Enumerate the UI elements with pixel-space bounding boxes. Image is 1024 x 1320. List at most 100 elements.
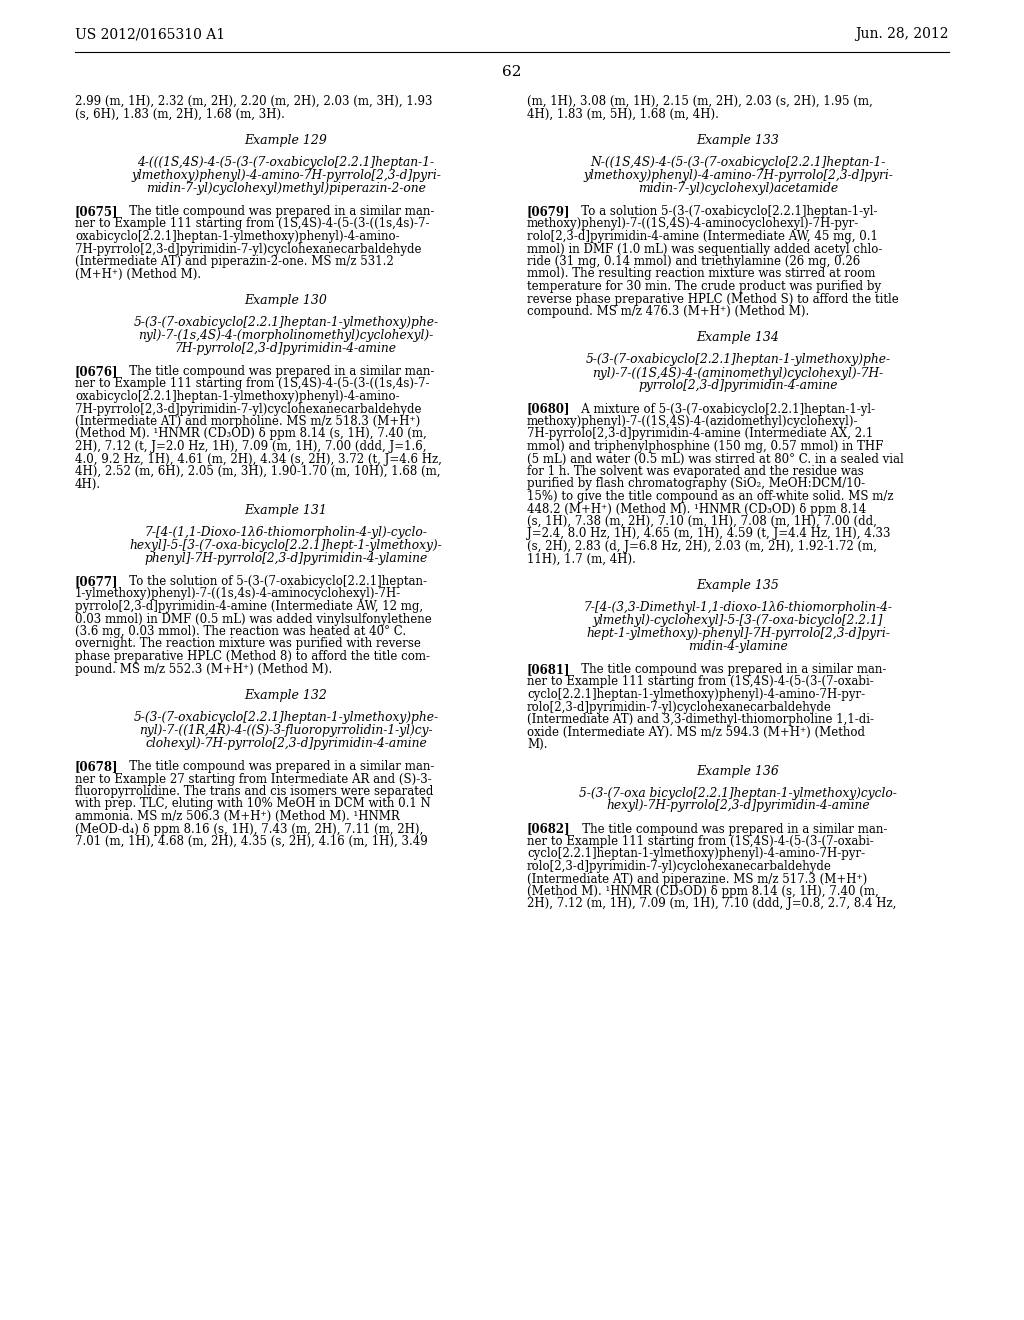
Text: mmol) in DMF (1.0 mL) was sequentially added acetyl chlo-: mmol) in DMF (1.0 mL) was sequentially a… [527, 243, 883, 256]
Text: 1-ylmethoxy)phenyl)-7-((1s,4s)-4-aminocyclohexyl)-7H-: 1-ylmethoxy)phenyl)-7-((1s,4s)-4-aminocy… [75, 587, 401, 601]
Text: 7-[4-(3,3-Dimethyl-1,1-dioxo-1λ6-thiomorpholin-4-: 7-[4-(3,3-Dimethyl-1,1-dioxo-1λ6-thiomor… [584, 601, 893, 614]
Text: The title compound was prepared in a similar man-: The title compound was prepared in a sim… [570, 822, 887, 836]
Text: [0682]: [0682] [527, 822, 570, 836]
Text: (M+H⁺) (Method M).: (M+H⁺) (Method M). [75, 268, 201, 281]
Text: 11H), 1.7 (m, 4H).: 11H), 1.7 (m, 4H). [527, 553, 636, 565]
Text: [0681]: [0681] [527, 663, 570, 676]
Text: The title compound was prepared in a similar man-: The title compound was prepared in a sim… [119, 760, 435, 774]
Text: mmol). The resulting reaction mixture was stirred at room: mmol). The resulting reaction mixture wa… [527, 268, 876, 281]
Text: (Method M). ¹HNMR (CD₃OD) δ ppm 8.14 (s, 1H), 7.40 (m,: (Method M). ¹HNMR (CD₃OD) δ ppm 8.14 (s,… [527, 884, 879, 898]
Text: 2.99 (m, 1H), 2.32 (m, 2H), 2.20 (m, 2H), 2.03 (m, 3H), 1.93: 2.99 (m, 1H), 2.32 (m, 2H), 2.20 (m, 2H)… [75, 95, 432, 108]
Text: ride (31 mg, 0.14 mmol) and triethylamine (26 mg, 0.26: ride (31 mg, 0.14 mmol) and triethylamin… [527, 255, 860, 268]
Text: methoxy)phenyl)-7-((1S,4S)-4-(azidomethyl)cyclohexyl)-: methoxy)phenyl)-7-((1S,4S)-4-(azidomethy… [527, 414, 858, 428]
Text: ner to Example 111 starting from (1S,4S)-4-(5-(3-((1s,4s)-7-: ner to Example 111 starting from (1S,4S)… [75, 378, 429, 391]
Text: nyl)-7-((1S,4S)-4-(aminomethyl)cyclohexyl)-7H-: nyl)-7-((1S,4S)-4-(aminomethyl)cyclohexy… [592, 367, 884, 380]
Text: nyl)-7-((1R,4R)-4-((S)-3-fluoropyrrolidin-1-yl)cy-: nyl)-7-((1R,4R)-4-((S)-3-fluoropyrrolidi… [139, 723, 433, 737]
Text: 4-(((1S,4S)-4-(5-(3-(7-oxabicyclo[2.2.1]heptan-1-: 4-(((1S,4S)-4-(5-(3-(7-oxabicyclo[2.2.1]… [137, 156, 434, 169]
Text: 7H-pyrrolo[2,3-d]pyrimidin-4-amine: 7H-pyrrolo[2,3-d]pyrimidin-4-amine [175, 342, 397, 355]
Text: 15%) to give the title compound as an off-white solid. MS m/z: 15%) to give the title compound as an of… [527, 490, 894, 503]
Text: Example 129: Example 129 [245, 135, 328, 147]
Text: 5-(3-(7-oxa bicyclo[2.2.1]heptan-1-ylmethoxy)cyclo-: 5-(3-(7-oxa bicyclo[2.2.1]heptan-1-ylmet… [579, 787, 897, 800]
Text: for 1 h. The solvent was evaporated and the residue was: for 1 h. The solvent was evaporated and … [527, 465, 864, 478]
Text: cyclo[2.2.1]heptan-1-ylmethoxy)phenyl)-4-amino-7H-pyr-: cyclo[2.2.1]heptan-1-ylmethoxy)phenyl)-4… [527, 847, 865, 861]
Text: [0676]: [0676] [75, 366, 119, 378]
Text: rolo[2,3-d]pyrimidin-7-yl)cyclohexanecarbaldehyde: rolo[2,3-d]pyrimidin-7-yl)cyclohexanecar… [527, 861, 831, 873]
Text: ammonia. MS m/z 506.3 (M+H⁺) (Method M). ¹HNMR: ammonia. MS m/z 506.3 (M+H⁺) (Method M).… [75, 810, 399, 822]
Text: [0679]: [0679] [527, 205, 570, 218]
Text: hept-1-ylmethoxy)-phenyl]-7H-pyrrolo[2,3-d]pyri-: hept-1-ylmethoxy)-phenyl]-7H-pyrrolo[2,3… [586, 627, 890, 640]
Text: midin-7-yl)cyclohexyl)acetamide: midin-7-yl)cyclohexyl)acetamide [638, 182, 838, 195]
Text: Example 135: Example 135 [696, 579, 779, 591]
Text: [0675]: [0675] [75, 205, 119, 218]
Text: 4H), 1.83 (m, 5H), 1.68 (m, 4H).: 4H), 1.83 (m, 5H), 1.68 (m, 4H). [527, 107, 719, 120]
Text: (Intermediate AT) and 3,3-dimethyl-thiomorpholine 1,1-di-: (Intermediate AT) and 3,3-dimethyl-thiom… [527, 713, 874, 726]
Text: cyclo[2.2.1]heptan-1-ylmethoxy)phenyl)-4-amino-7H-pyr-: cyclo[2.2.1]heptan-1-ylmethoxy)phenyl)-4… [527, 688, 865, 701]
Text: phase preparative HPLC (Method 8) to afford the title com-: phase preparative HPLC (Method 8) to aff… [75, 649, 430, 663]
Text: (Method M). ¹HNMR (CD₃OD) δ ppm 8.14 (s, 1H), 7.40 (m,: (Method M). ¹HNMR (CD₃OD) δ ppm 8.14 (s,… [75, 428, 427, 441]
Text: Example 133: Example 133 [696, 135, 779, 147]
Text: 5-(3-(7-oxabicyclo[2.2.1]heptan-1-ylmethoxy)phe-: 5-(3-(7-oxabicyclo[2.2.1]heptan-1-ylmeth… [586, 354, 891, 367]
Text: J=2.4, 8.0 Hz, 1H), 4.65 (m, 1H), 4.59 (t, J=4.4 Hz, 1H), 4.33: J=2.4, 8.0 Hz, 1H), 4.65 (m, 1H), 4.59 (… [527, 528, 891, 540]
Text: The title compound was prepared in a similar man-: The title compound was prepared in a sim… [570, 663, 887, 676]
Text: [0677]: [0677] [75, 576, 119, 587]
Text: A mixture of 5-(3-(7-oxabicyclo[2.2.1]heptan-1-yl-: A mixture of 5-(3-(7-oxabicyclo[2.2.1]he… [570, 403, 876, 416]
Text: phenyl]-7H-pyrrolo[2,3-d]pyrimidin-4-ylamine: phenyl]-7H-pyrrolo[2,3-d]pyrimidin-4-yla… [144, 552, 428, 565]
Text: M).: M). [527, 738, 548, 751]
Text: The title compound was prepared in a similar man-: The title compound was prepared in a sim… [119, 366, 435, 378]
Text: ylmethoxy)phenyl)-4-amino-7H-pyrrolo[2,3-d]pyri-: ylmethoxy)phenyl)-4-amino-7H-pyrrolo[2,3… [131, 169, 441, 182]
Text: hexyl)-7H-pyrrolo[2,3-d]pyrimidin-4-amine: hexyl)-7H-pyrrolo[2,3-d]pyrimidin-4-amin… [606, 800, 869, 813]
Text: 2H), 7.12 (t, J=2.0 Hz, 1H), 7.09 (m, 1H), 7.00 (ddd, J=1.6,: 2H), 7.12 (t, J=2.0 Hz, 1H), 7.09 (m, 1H… [75, 440, 427, 453]
Text: ylmethyl)-cyclohexyl]-5-[3-(7-oxa-bicyclo[2.2.1]: ylmethyl)-cyclohexyl]-5-[3-(7-oxa-bicycl… [593, 614, 883, 627]
Text: 5-(3-(7-oxabicyclo[2.2.1]heptan-1-ylmethoxy)phe-: 5-(3-(7-oxabicyclo[2.2.1]heptan-1-ylmeth… [133, 315, 438, 329]
Text: temperature for 30 min. The crude product was purified by: temperature for 30 min. The crude produc… [527, 280, 881, 293]
Text: (s, 2H), 2.83 (d, J=6.8 Hz, 2H), 2.03 (m, 2H), 1.92-1.72 (m,: (s, 2H), 2.83 (d, J=6.8 Hz, 2H), 2.03 (m… [527, 540, 877, 553]
Text: ylmethoxy)phenyl)-4-amino-7H-pyrrolo[2,3-d]pyri-: ylmethoxy)phenyl)-4-amino-7H-pyrrolo[2,3… [583, 169, 893, 182]
Text: Example 134: Example 134 [696, 331, 779, 345]
Text: purified by flash chromatography (SiO₂, MeOH:DCM/10-: purified by flash chromatography (SiO₂, … [527, 478, 865, 491]
Text: pound. MS m/z 552.3 (M+H⁺) (Method M).: pound. MS m/z 552.3 (M+H⁺) (Method M). [75, 663, 332, 676]
Text: [0680]: [0680] [527, 403, 570, 416]
Text: (m, 1H), 3.08 (m, 1H), 2.15 (m, 2H), 2.03 (s, 2H), 1.95 (m,: (m, 1H), 3.08 (m, 1H), 2.15 (m, 2H), 2.0… [527, 95, 872, 108]
Text: rolo[2,3-d]pyrimidin-4-amine (Intermediate AW, 45 mg, 0.1: rolo[2,3-d]pyrimidin-4-amine (Intermedia… [527, 230, 878, 243]
Text: 4.0, 9.2 Hz, 1H), 4.61 (m, 2H), 4.34 (s, 2H), 3.72 (t, J=4.6 Hz,: 4.0, 9.2 Hz, 1H), 4.61 (m, 2H), 4.34 (s,… [75, 453, 442, 466]
Text: 62: 62 [502, 65, 522, 79]
Text: ner to Example 111 starting from (1S,4S)-4-(5-(3-((1s,4s)-7-: ner to Example 111 starting from (1S,4S)… [75, 218, 429, 231]
Text: 7H-pyrrolo[2,3-d]pyrimidin-7-yl)cyclohexanecarbaldehyde: 7H-pyrrolo[2,3-d]pyrimidin-7-yl)cyclohex… [75, 403, 422, 416]
Text: clohexyl)-7H-pyrrolo[2,3-d]pyrimidin-4-amine: clohexyl)-7H-pyrrolo[2,3-d]pyrimidin-4-a… [145, 737, 427, 750]
Text: pyrrolo[2,3-d]pyrimidin-4-amine: pyrrolo[2,3-d]pyrimidin-4-amine [638, 380, 838, 392]
Text: Example 131: Example 131 [245, 504, 328, 517]
Text: mmol) and triphenylphosphine (150 mg, 0.57 mmol) in THF: mmol) and triphenylphosphine (150 mg, 0.… [527, 440, 884, 453]
Text: oxabicyclo[2.2.1]heptan-1-ylmethoxy)phenyl)-4-amino-: oxabicyclo[2.2.1]heptan-1-ylmethoxy)phen… [75, 389, 399, 403]
Text: 448.2 (M+H⁺) (Method M). ¹HNMR (CD₃OD) δ ppm 8.14: 448.2 (M+H⁺) (Method M). ¹HNMR (CD₃OD) δ… [527, 503, 866, 516]
Text: Example 136: Example 136 [696, 764, 779, 777]
Text: overnight. The reaction mixture was purified with reverse: overnight. The reaction mixture was puri… [75, 638, 421, 651]
Text: (5 mL) and water (0.5 mL) was stirred at 80° C. in a sealed vial: (5 mL) and water (0.5 mL) was stirred at… [527, 453, 904, 466]
Text: midin-4-ylamine: midin-4-ylamine [688, 640, 787, 653]
Text: (MeOD-d₄) δ ppm 8.16 (s, 1H), 7.43 (m, 2H), 7.11 (m, 2H),: (MeOD-d₄) δ ppm 8.16 (s, 1H), 7.43 (m, 2… [75, 822, 423, 836]
Text: with prep. TLC, eluting with 10% MeOH in DCM with 0.1 N: with prep. TLC, eluting with 10% MeOH in… [75, 797, 431, 810]
Text: fluoropyrrolidine. The trans and cis isomers were separated: fluoropyrrolidine. The trans and cis iso… [75, 785, 433, 799]
Text: (3.6 mg, 0.03 mmol). The reaction was heated at 40° C.: (3.6 mg, 0.03 mmol). The reaction was he… [75, 624, 407, 638]
Text: Example 132: Example 132 [245, 689, 328, 702]
Text: 0.03 mmol) in DMF (0.5 mL) was added vinylsulfonylethene: 0.03 mmol) in DMF (0.5 mL) was added vin… [75, 612, 432, 626]
Text: pyrrolo[2,3-d]pyrimidin-4-amine (Intermediate AW, 12 mg,: pyrrolo[2,3-d]pyrimidin-4-amine (Interme… [75, 601, 423, 612]
Text: 7-[4-(1,1-Dioxo-1λ6-thiomorpholin-4-yl)-cyclo-: 7-[4-(1,1-Dioxo-1λ6-thiomorpholin-4-yl)-… [144, 525, 427, 539]
Text: 7H-pyrrolo[2,3-d]pyrimidin-4-amine (Intermediate AX, 2.1: 7H-pyrrolo[2,3-d]pyrimidin-4-amine (Inte… [527, 428, 873, 441]
Text: midin-7-yl)cyclohexyl)methyl)piperazin-2-one: midin-7-yl)cyclohexyl)methyl)piperazin-2… [146, 182, 426, 195]
Text: ner to Example 111 starting from (1S,4S)-4-(5-(3-(7-oxabi-: ner to Example 111 starting from (1S,4S)… [527, 836, 873, 847]
Text: To the solution of 5-(3-(7-oxabicyclo[2.2.1]heptan-: To the solution of 5-(3-(7-oxabicyclo[2.… [119, 576, 427, 587]
Text: (Intermediate AT) and piperazine. MS m/z 517.3 (M+H⁺): (Intermediate AT) and piperazine. MS m/z… [527, 873, 867, 886]
Text: oxide (Intermediate AY). MS m/z 594.3 (M+H⁺) (Method: oxide (Intermediate AY). MS m/z 594.3 (M… [527, 726, 865, 738]
Text: oxabicyclo[2.2.1]heptan-1-ylmethoxy)phenyl)-4-amino-: oxabicyclo[2.2.1]heptan-1-ylmethoxy)phen… [75, 230, 399, 243]
Text: (s, 6H), 1.83 (m, 2H), 1.68 (m, 3H).: (s, 6H), 1.83 (m, 2H), 1.68 (m, 3H). [75, 107, 285, 120]
Text: hexyl]-5-[3-(7-oxa-bicyclo[2.2.1]hept-1-ylmethoxy)-: hexyl]-5-[3-(7-oxa-bicyclo[2.2.1]hept-1-… [130, 539, 442, 552]
Text: (s, 1H), 7.38 (m, 2H), 7.10 (m, 1H), 7.08 (m, 1H), 7.00 (dd,: (s, 1H), 7.38 (m, 2H), 7.10 (m, 1H), 7.0… [527, 515, 877, 528]
Text: The title compound was prepared in a similar man-: The title compound was prepared in a sim… [119, 205, 435, 218]
Text: ner to Example 111 starting from (1S,4S)-4-(5-(3-(7-oxabi-: ner to Example 111 starting from (1S,4S)… [527, 676, 873, 689]
Text: N-((1S,4S)-4-(5-(3-(7-oxabicyclo[2.2.1]heptan-1-: N-((1S,4S)-4-(5-(3-(7-oxabicyclo[2.2.1]h… [590, 156, 886, 169]
Text: reverse phase preparative HPLC (Method S) to afford the title: reverse phase preparative HPLC (Method S… [527, 293, 899, 305]
Text: US 2012/0165310 A1: US 2012/0165310 A1 [75, 26, 225, 41]
Text: 7.01 (m, 1H), 4.68 (m, 2H), 4.35 (s, 2H), 4.16 (m, 1H), 3.49: 7.01 (m, 1H), 4.68 (m, 2H), 4.35 (s, 2H)… [75, 836, 428, 847]
Text: compound. MS m/z 476.3 (M+H⁺) (Method M).: compound. MS m/z 476.3 (M+H⁺) (Method M)… [527, 305, 809, 318]
Text: rolo[2,3-d]pyrimidin-7-yl)cyclohexanecarbaldehyde: rolo[2,3-d]pyrimidin-7-yl)cyclohexanecar… [527, 701, 831, 714]
